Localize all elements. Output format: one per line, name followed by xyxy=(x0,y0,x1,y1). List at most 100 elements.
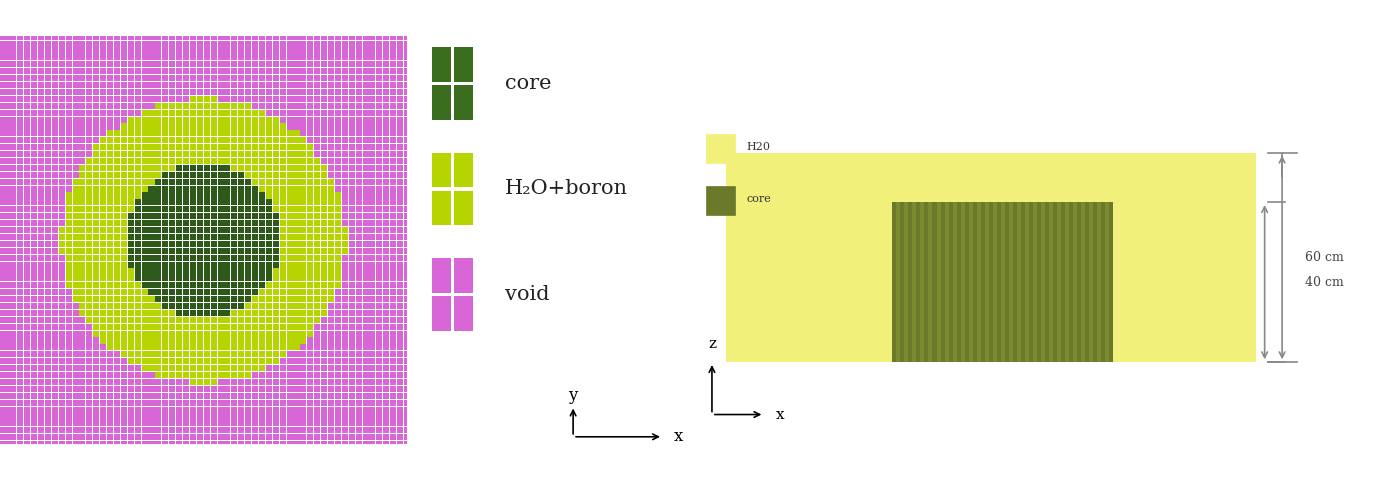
Bar xyxy=(134,82,141,88)
Bar xyxy=(398,75,403,81)
Bar xyxy=(189,393,196,399)
Bar xyxy=(342,282,348,288)
Bar xyxy=(279,303,286,309)
Bar xyxy=(94,282,99,288)
Bar xyxy=(928,202,932,362)
Bar xyxy=(376,103,383,109)
Bar xyxy=(134,61,141,67)
Bar xyxy=(403,351,410,358)
Bar xyxy=(272,61,279,67)
Bar xyxy=(134,379,141,385)
Bar xyxy=(362,54,369,60)
Bar xyxy=(46,241,51,247)
Bar xyxy=(355,386,362,392)
Bar xyxy=(46,131,51,136)
Bar xyxy=(265,372,272,378)
Bar xyxy=(251,199,258,205)
Bar xyxy=(334,220,341,226)
Bar xyxy=(301,254,307,261)
Bar xyxy=(182,345,189,350)
Bar xyxy=(204,310,210,316)
Bar xyxy=(329,434,334,440)
Bar xyxy=(258,324,265,330)
Bar xyxy=(59,289,65,295)
Bar xyxy=(329,303,334,309)
Bar xyxy=(210,248,217,254)
Bar xyxy=(403,310,410,316)
Bar xyxy=(127,103,134,109)
Bar xyxy=(127,165,134,171)
Bar xyxy=(265,400,272,406)
Bar xyxy=(251,48,258,54)
Bar xyxy=(32,393,37,399)
Bar xyxy=(17,268,23,275)
Bar xyxy=(0,345,3,350)
Bar xyxy=(113,103,120,109)
Bar xyxy=(122,206,127,212)
Bar xyxy=(0,303,3,309)
Bar xyxy=(182,365,189,371)
Bar xyxy=(59,75,65,81)
Bar xyxy=(32,96,37,102)
Bar xyxy=(383,41,389,47)
Bar xyxy=(320,254,327,261)
Bar xyxy=(3,158,10,164)
Bar xyxy=(238,103,244,109)
Bar xyxy=(51,179,58,185)
Bar xyxy=(210,254,217,261)
Bar xyxy=(279,165,286,171)
Bar xyxy=(59,351,65,358)
Bar xyxy=(155,54,162,60)
Bar xyxy=(106,54,113,60)
Bar xyxy=(355,34,362,40)
Bar xyxy=(265,386,272,392)
Bar xyxy=(182,331,189,336)
Bar xyxy=(238,358,244,364)
Bar xyxy=(251,324,258,330)
Bar xyxy=(80,61,86,67)
Bar xyxy=(51,289,58,295)
Bar xyxy=(134,331,141,336)
Bar xyxy=(376,137,383,144)
Bar xyxy=(113,186,120,192)
Bar xyxy=(106,61,113,67)
Bar xyxy=(251,186,258,192)
Bar xyxy=(94,268,99,275)
Bar xyxy=(11,192,17,199)
Bar xyxy=(94,165,99,171)
Bar xyxy=(210,41,217,47)
Bar xyxy=(17,427,23,433)
Bar xyxy=(80,372,86,378)
Bar xyxy=(355,241,362,247)
Bar xyxy=(287,75,293,81)
Bar xyxy=(11,179,17,185)
Bar xyxy=(122,282,127,288)
Bar xyxy=(307,227,313,233)
Bar xyxy=(376,172,383,178)
Bar xyxy=(189,34,196,40)
Bar xyxy=(348,351,355,358)
Bar xyxy=(11,34,17,40)
Bar xyxy=(134,337,141,344)
Bar xyxy=(141,282,148,288)
Bar xyxy=(224,151,231,157)
Bar xyxy=(370,365,376,371)
Bar xyxy=(113,82,120,88)
Bar xyxy=(168,407,175,413)
Bar xyxy=(189,379,196,385)
Bar xyxy=(204,254,210,261)
Bar xyxy=(189,337,196,344)
Bar xyxy=(148,345,155,350)
Bar xyxy=(301,89,307,95)
Bar xyxy=(320,379,327,385)
Bar xyxy=(398,254,403,261)
Bar xyxy=(127,137,134,144)
Bar xyxy=(362,117,369,122)
Bar xyxy=(246,165,251,171)
Bar xyxy=(99,131,106,136)
Bar xyxy=(182,407,189,413)
Bar xyxy=(182,372,189,378)
Bar xyxy=(246,158,251,164)
Bar xyxy=(148,317,155,323)
Bar xyxy=(342,268,348,275)
